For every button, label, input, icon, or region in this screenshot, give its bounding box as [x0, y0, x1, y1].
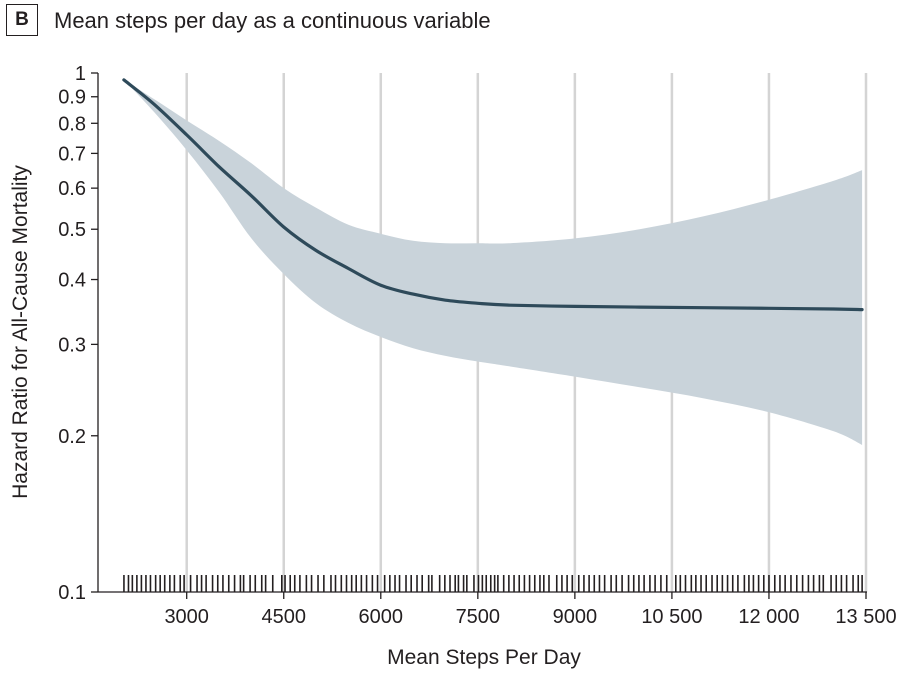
y-tick-label: 0.4 [58, 270, 86, 292]
y-tick-label: 0.6 [58, 178, 86, 200]
y-tick-label: 0.9 [58, 87, 86, 109]
y-tick-label: 0.7 [58, 143, 86, 165]
x-axis-label: Mean Steps Per Day [387, 646, 581, 669]
y-tick-label: 0.1 [58, 582, 86, 604]
x-tick-label: 3000 [164, 606, 209, 628]
x-tick-label: 12 000 [738, 606, 799, 628]
x-tick-label: 4500 [261, 606, 306, 628]
x-tick-label: 13 500 [835, 606, 896, 628]
rug-marks [123, 575, 863, 592]
x-tick-label: 7500 [456, 606, 501, 628]
y-tick-label: 1 [75, 63, 86, 85]
panel-label: B [6, 4, 38, 36]
y-axis-label: Hazard Ratio for All-Cause Mortality [9, 165, 32, 499]
y-tick-label: 0.5 [58, 219, 86, 241]
x-tick-label: 6000 [359, 606, 404, 628]
x-tick-label: 10 500 [641, 606, 702, 628]
confidence-interval-band [123, 79, 863, 446]
y-tick-label: 0.8 [58, 113, 86, 135]
hazard-ratio-line [122, 78, 864, 312]
y-tick-label: 0.3 [58, 334, 86, 356]
x-tick-label: 9000 [553, 606, 598, 628]
chart-title: Mean steps per day as a continuous varia… [54, 8, 491, 33]
y-tick-label: 0.2 [58, 426, 86, 448]
axes: 0.1 0.2 0.3 0.4 0.5 0.6 0.7 0.8 0.91 3000 4500 6000… [58, 63, 896, 628]
